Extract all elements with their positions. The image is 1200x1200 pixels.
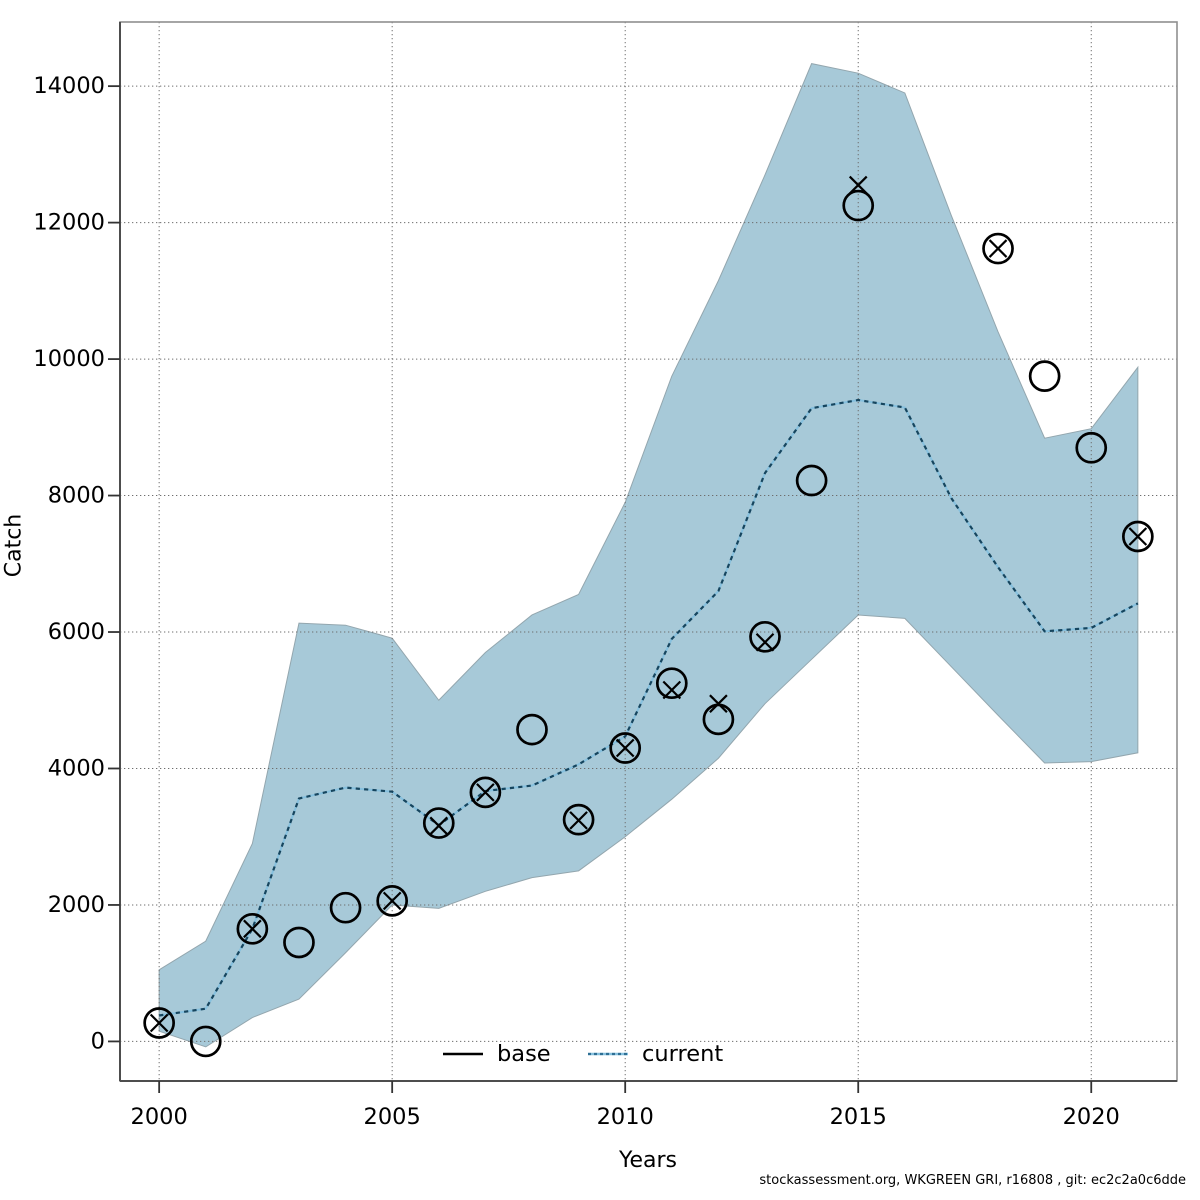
x-tick-label: 2000 <box>131 1104 188 1130</box>
current-catch-point-x <box>755 632 775 652</box>
base-catch-point-circle <box>562 803 595 836</box>
y-axis-title: Catch <box>1 513 27 578</box>
base-catch-point-circle <box>1028 360 1061 392</box>
footer-attribution: stockassessment.org, WKGREEN GRI, r16808… <box>759 1173 1186 1188</box>
base-catch-point-circle <box>283 926 315 959</box>
base-catch-point-circle <box>842 189 875 222</box>
current-catch-point-x <box>615 738 635 758</box>
base-catch-point-circle <box>236 912 269 945</box>
base-catch-point-circle <box>982 232 1014 265</box>
current-catch-point-x <box>988 239 1008 258</box>
current-catch-point-x <box>429 816 449 836</box>
base-catch-point-circle <box>795 464 828 497</box>
base-catch-point-circle <box>189 1025 222 1058</box>
x-axis-title: Years <box>618 1148 678 1173</box>
y-tick-label: 10000 <box>33 346 105 372</box>
y-tick-label: 0 <box>91 1028 105 1054</box>
base-catch-point-circle <box>329 891 362 924</box>
y-tick-label: 8000 <box>48 483 105 509</box>
base-catch-point-circle <box>469 776 502 809</box>
y-tick-label: 2000 <box>48 892 105 918</box>
x-tick-label: 2010 <box>597 1104 654 1130</box>
current-catch-point-x <box>149 1013 169 1033</box>
legend-base-label: base <box>497 1041 551 1067</box>
current-catch-point-x <box>382 891 402 911</box>
base-catch-point-circle <box>1122 520 1154 553</box>
base-catch-point-circle <box>422 807 455 839</box>
current-catch-point-x <box>1128 527 1148 546</box>
current-fit-line-underlay <box>159 399 1139 1017</box>
base-catch-point-circle <box>1075 431 1108 464</box>
current-catch-point-x <box>709 694 728 713</box>
y-tick-label: 6000 <box>48 619 105 645</box>
base-catch-point-circle <box>143 1007 175 1039</box>
current-catch-point-x <box>662 680 682 700</box>
y-tick-label: 4000 <box>48 755 105 781</box>
base-catch-point-circle <box>609 732 642 764</box>
current-catch-point-x <box>476 783 495 802</box>
base-catch-point-circle <box>655 667 688 700</box>
x-tick-label: 2015 <box>830 1104 887 1130</box>
y-tick-label: 14000 <box>33 73 105 99</box>
legend-current-label: current <box>642 1041 723 1067</box>
x-tick-label: 2005 <box>364 1104 421 1130</box>
base-catch-point-circle <box>516 713 548 746</box>
y-tick-label: 12000 <box>33 210 105 236</box>
current-catch-point-x <box>243 919 262 939</box>
current-catch-point-x <box>848 175 868 195</box>
base-catch-point-circle <box>749 620 781 653</box>
current-catch-point-x <box>569 811 588 830</box>
base-catch-point-circle <box>376 885 409 917</box>
x-tick-label: 2020 <box>1063 1104 1120 1130</box>
